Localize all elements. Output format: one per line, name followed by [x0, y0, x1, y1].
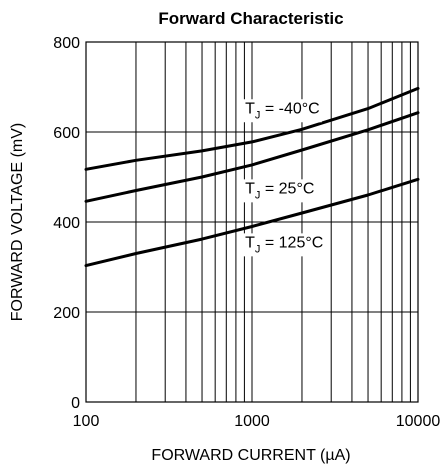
series-label-text: TJ = 125°C [245, 234, 323, 255]
series-group [84, 86, 420, 268]
label-main: T [245, 234, 255, 251]
label-rest: = 25°C [260, 180, 314, 197]
y-tick-label: 800 [53, 35, 80, 52]
label-main: T [245, 100, 255, 117]
series-labels: TJ = -40°CTJ = 25°CTJ = 125°C [243, 99, 326, 257]
y-tick-label: 200 [53, 305, 80, 322]
series-line-1 [84, 86, 420, 171]
series-line-3 [84, 177, 420, 268]
x-tick-labels: 100 1000 10000 [73, 413, 441, 430]
series-label-3: TJ = 125°C [243, 233, 326, 257]
y-tick-label: 400 [53, 215, 80, 232]
series-label-background [243, 179, 317, 203]
label-subscript: J [255, 243, 261, 255]
label-subscript: J [255, 189, 261, 201]
x-tick-label: 100 [73, 413, 100, 430]
y-tick-labels: 0 200 400 600 800 [53, 35, 80, 412]
x-axis-label: FORWARD CURRENT (µA) [151, 447, 350, 464]
y-tick-label: 600 [53, 125, 80, 142]
series-label-1: TJ = -40°C [243, 99, 322, 123]
label-subscript: J [255, 109, 261, 121]
x-tick-label: 10000 [396, 413, 441, 430]
label-rest: = 125°C [260, 234, 323, 251]
series-label-background [243, 99, 322, 123]
plot-frame [85, 41, 419, 403]
series-label-text: TJ = -40°C [245, 100, 320, 121]
y-axis-label: FORWARD VOLTAGE (mV) [9, 123, 26, 322]
grid-lines [85, 41, 419, 403]
chart-title: Forward Characteristic [158, 9, 343, 28]
x-tick-label: 1000 [234, 413, 270, 430]
y-tick-label: 0 [71, 395, 80, 412]
label-main: T [245, 180, 255, 197]
series-label-text: TJ = 25°C [245, 180, 314, 201]
label-rest: = -40°C [260, 100, 319, 117]
series-line-2 [84, 111, 420, 203]
series-label-2: TJ = 25°C [243, 179, 317, 203]
series-label-background [243, 233, 326, 257]
